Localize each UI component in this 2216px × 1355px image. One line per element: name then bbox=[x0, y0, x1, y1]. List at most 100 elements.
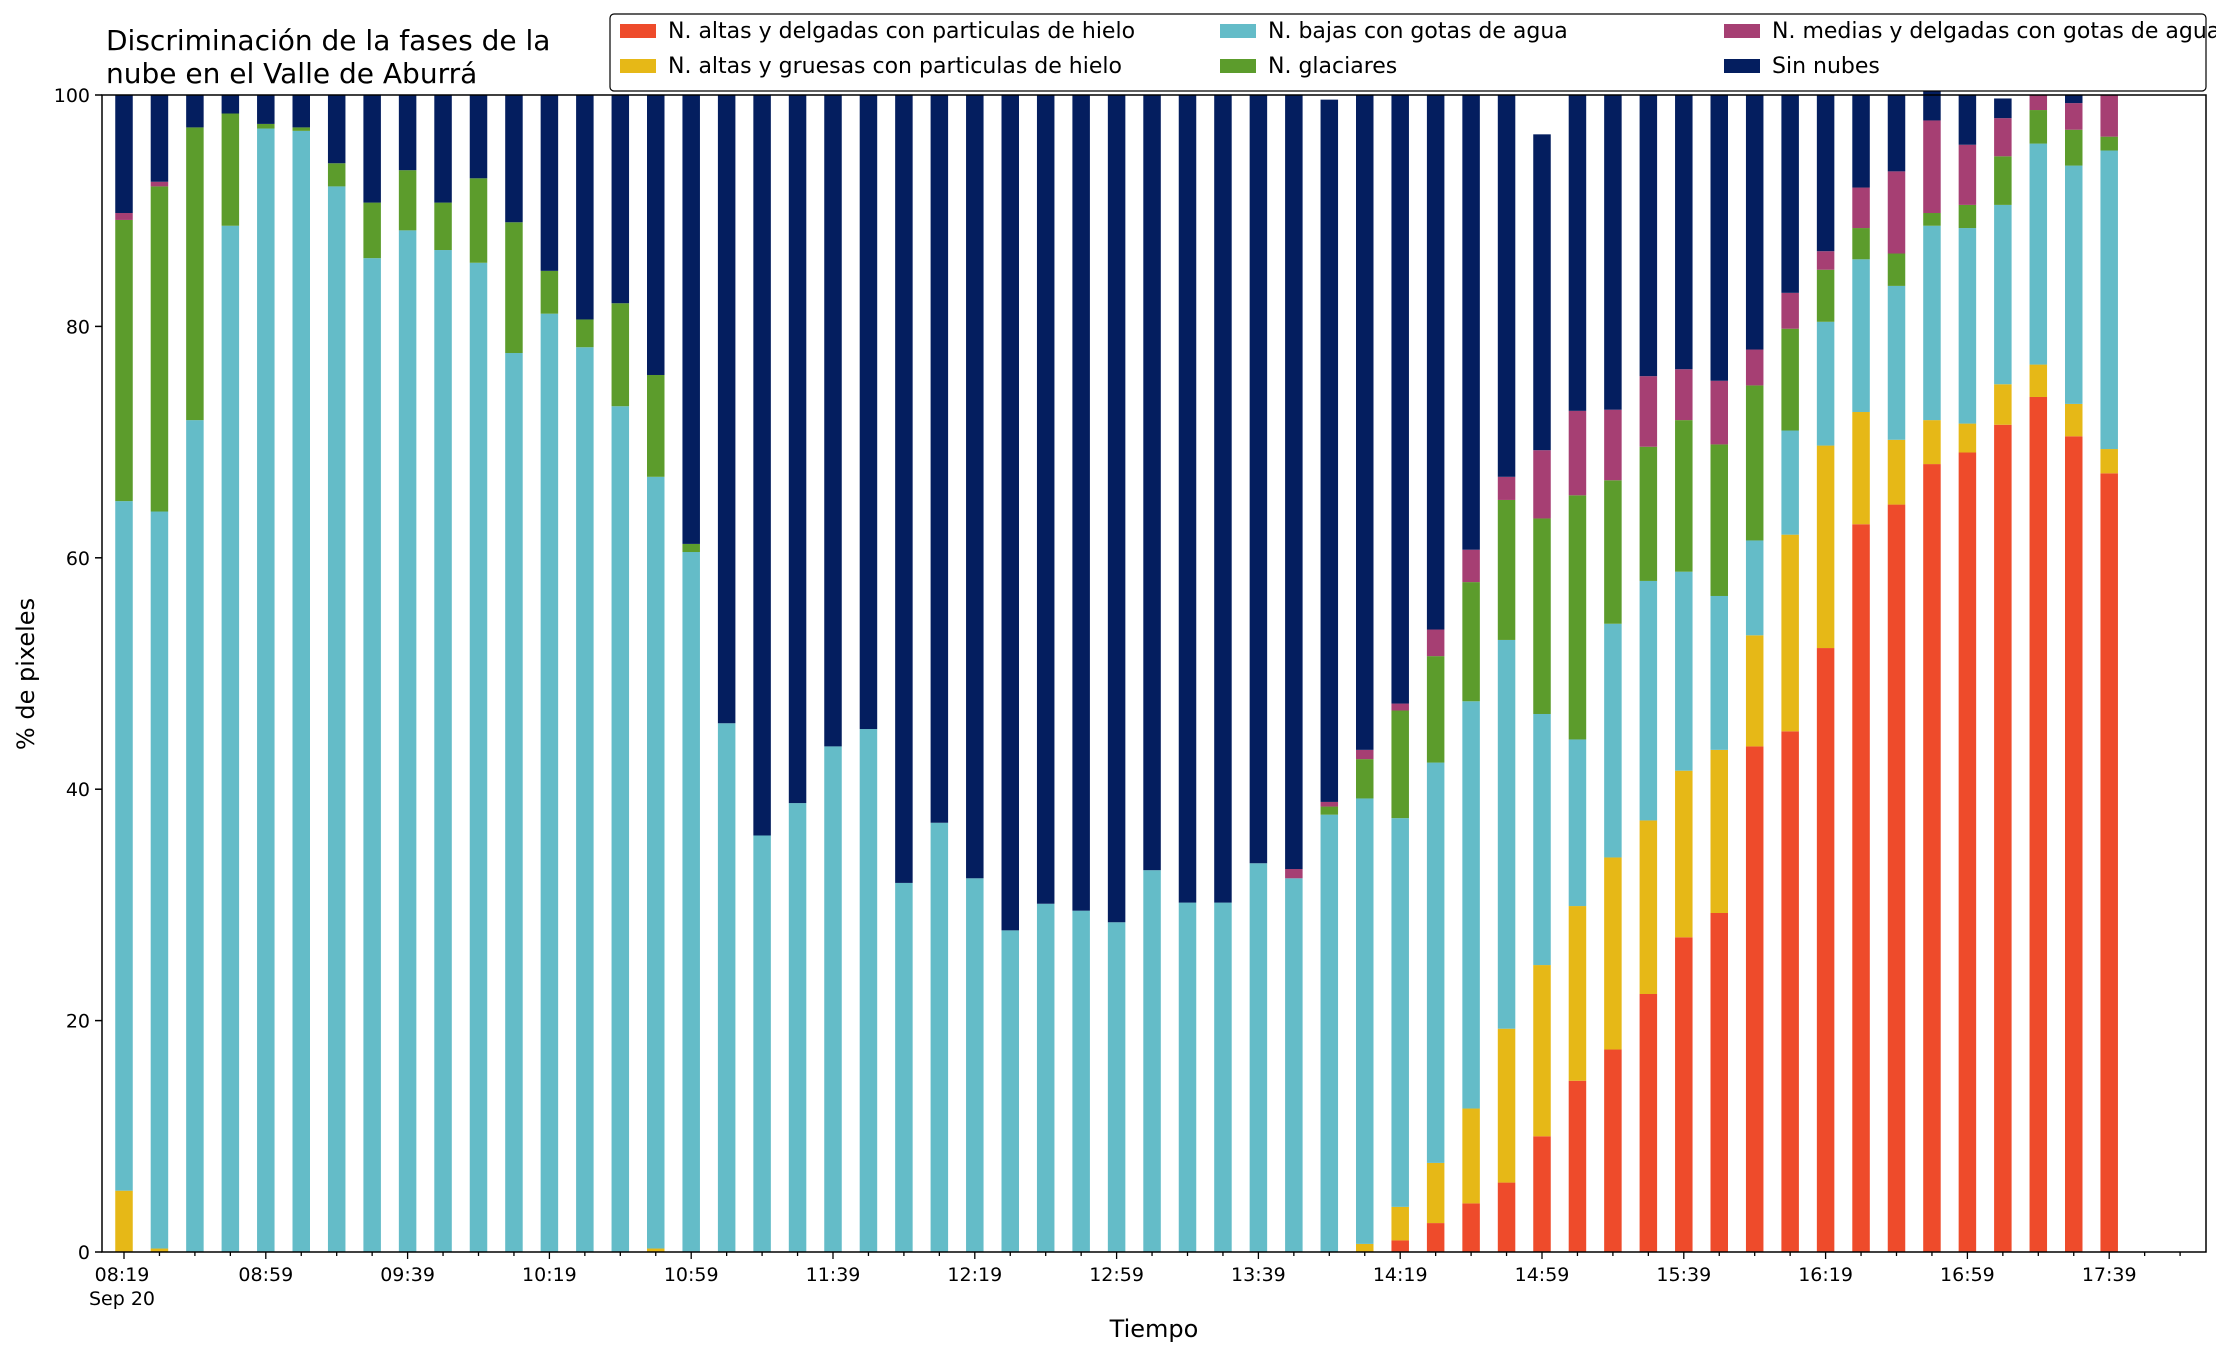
bar-segment-s5-t28 bbox=[1107, 95, 1126, 923]
bar-segment-s3-t48 bbox=[1816, 269, 1835, 322]
legend-entry: N. bajas con gotas de agua bbox=[1268, 19, 1568, 44]
bar-segment-s5-t49 bbox=[1852, 95, 1870, 188]
x-tick-label: 13:39 bbox=[1231, 1264, 1286, 1286]
bar-segment-s1-t35 bbox=[1356, 1243, 1374, 1252]
bar-segment-s0-t43 bbox=[1639, 993, 1658, 1252]
bars-layer bbox=[115, 48, 2118, 1253]
legend: N. altas y delgadas con particulas de hi… bbox=[609, 13, 2216, 92]
bar-segment-s0-t47 bbox=[1781, 731, 1799, 1252]
bar-segment-s2-t17 bbox=[717, 723, 736, 1252]
bar-segment-s5-t16 bbox=[682, 95, 700, 544]
bar-segment-s5-t9 bbox=[434, 95, 452, 203]
bar-segment-s3-t7 bbox=[363, 202, 381, 259]
bar-segment-s3-t42 bbox=[1604, 480, 1622, 624]
bar-segment-s1-t40 bbox=[1533, 965, 1551, 1137]
legend-entry: N. altas y delgadas con particulas de hi… bbox=[668, 19, 1135, 44]
bar-segment-s5-t41 bbox=[1568, 95, 1587, 411]
bar-segment-s5-t27 bbox=[1072, 95, 1090, 911]
bar-segment-s0-t45 bbox=[1710, 913, 1728, 1252]
bar-segment-s5-t50 bbox=[1887, 95, 1906, 172]
y-axis-label: % de pixeles bbox=[12, 598, 40, 750]
bar-segment-s5-t36 bbox=[1391, 95, 1409, 704]
bar-segment-s3-t5 bbox=[292, 127, 310, 131]
bar-segment-s2-t3 bbox=[221, 225, 240, 1253]
bar-segment-s2-t8 bbox=[398, 230, 417, 1252]
legend-frame bbox=[609, 13, 2207, 92]
bar-segment-s5-t18 bbox=[753, 95, 771, 836]
bar-segment-s5-t46 bbox=[1745, 95, 1764, 350]
bar-segment-s2-t44 bbox=[1675, 571, 1693, 771]
bar-segment-s5-t37 bbox=[1426, 95, 1445, 630]
bar-segment-s1-t37 bbox=[1426, 1162, 1445, 1224]
bar-segment-s2-t4 bbox=[257, 128, 275, 1252]
bar-segment-s3-t43 bbox=[1639, 446, 1658, 581]
bar-segment-s1-t54 bbox=[2029, 364, 2048, 397]
bar-segment-s5-t39 bbox=[1497, 95, 1516, 477]
bar-segment-s4-t53 bbox=[1994, 118, 2012, 157]
bar-segment-s2-t12 bbox=[540, 313, 559, 1252]
bar-segment-s5-t19 bbox=[788, 95, 807, 804]
bar-segment-s5-t4 bbox=[257, 95, 275, 124]
bar-segment-s1-t38 bbox=[1462, 1108, 1480, 1204]
bar-segment-s4-t35 bbox=[1356, 749, 1374, 760]
bar-segment-s1-t36 bbox=[1391, 1206, 1409, 1241]
bar-segment-s2-t22 bbox=[895, 882, 913, 1252]
legend-swatch bbox=[1220, 59, 1256, 73]
y-tick-label: 20 bbox=[66, 1011, 90, 1033]
bar-segment-s3-t37 bbox=[1426, 656, 1445, 763]
bar-segment-s3-t16 bbox=[682, 543, 700, 553]
bar-segment-s4-t55 bbox=[2065, 103, 2083, 130]
bar-segment-s5-t34 bbox=[1320, 99, 1339, 802]
bar-segment-s2-t48 bbox=[1816, 321, 1835, 446]
bar-segment-s5-t22 bbox=[895, 95, 913, 883]
x-tick-label: 14:19 bbox=[1373, 1264, 1428, 1286]
bar-segment-s3-t10 bbox=[469, 178, 488, 263]
bar-segment-s2-t18 bbox=[753, 835, 771, 1252]
bar-segment-s2-t10 bbox=[469, 262, 488, 1252]
x-tick-label: 09:39 bbox=[380, 1264, 435, 1286]
bar-segment-s4-t37 bbox=[1426, 629, 1445, 657]
bar-segment-s5-t47 bbox=[1781, 95, 1799, 293]
legend-items: N. altas y delgadas con particulas de hi… bbox=[620, 19, 2216, 79]
bar-segment-s3-t4 bbox=[257, 123, 275, 129]
bar-segment-s3-t36 bbox=[1391, 710, 1409, 819]
bar-segment-s4-t34 bbox=[1320, 801, 1339, 807]
bar-segment-s1-t50 bbox=[1887, 439, 1906, 505]
bar-segment-s5-t8 bbox=[398, 95, 417, 171]
bar-segment-s4-t52 bbox=[1958, 144, 1977, 205]
bar-segment-s5-t11 bbox=[505, 95, 523, 223]
bar-segment-s4-t48 bbox=[1816, 251, 1835, 270]
bar-segment-s3-t46 bbox=[1745, 385, 1764, 541]
plot-frame bbox=[101, 94, 2207, 1253]
bar-segment-s2-t33 bbox=[1285, 878, 1303, 1252]
bar-segment-s5-t53 bbox=[1994, 98, 2012, 119]
x-tick-label: 08:59 bbox=[238, 1264, 293, 1286]
bar-segment-s2-t26 bbox=[1036, 903, 1055, 1252]
bar-segment-s3-t38 bbox=[1462, 582, 1480, 702]
bar-segment-s2-t51 bbox=[1923, 225, 1941, 421]
bar-segment-s2-t2 bbox=[186, 420, 204, 1252]
bar-segment-s2-t13 bbox=[576, 347, 594, 1253]
bar-segment-s5-t6 bbox=[327, 95, 346, 164]
bar-segment-s5-t21 bbox=[859, 95, 878, 730]
bar-segment-s5-t43 bbox=[1639, 95, 1658, 377]
bar-segment-s5-t0 bbox=[115, 95, 133, 214]
bar-segment-s2-t23 bbox=[930, 822, 949, 1252]
bar-segment-s2-t1 bbox=[150, 511, 169, 1249]
bar-segment-s2-t34 bbox=[1320, 814, 1339, 1252]
bar-segment-s3-t49 bbox=[1852, 228, 1870, 260]
bar-segment-s4-t40 bbox=[1533, 450, 1551, 519]
bar-segment-s3-t0 bbox=[115, 219, 133, 502]
bar-segment-s0-t38 bbox=[1462, 1203, 1480, 1252]
bar-segment-s2-t19 bbox=[788, 803, 807, 1252]
bar-segment-s1-t51 bbox=[1923, 420, 1941, 465]
bar-segment-s0-t46 bbox=[1745, 746, 1764, 1252]
bar-segment-s2-t31 bbox=[1214, 902, 1232, 1252]
bar-segment-s5-t33 bbox=[1285, 95, 1303, 870]
bar-segment-s2-t37 bbox=[1426, 762, 1445, 1163]
bar-segment-s3-t6 bbox=[327, 163, 346, 187]
x-axis-label: Tiempo bbox=[1109, 1315, 1199, 1343]
x-date-label: Sep 20 bbox=[89, 1288, 155, 1310]
bar-segment-s2-t30 bbox=[1178, 902, 1197, 1252]
